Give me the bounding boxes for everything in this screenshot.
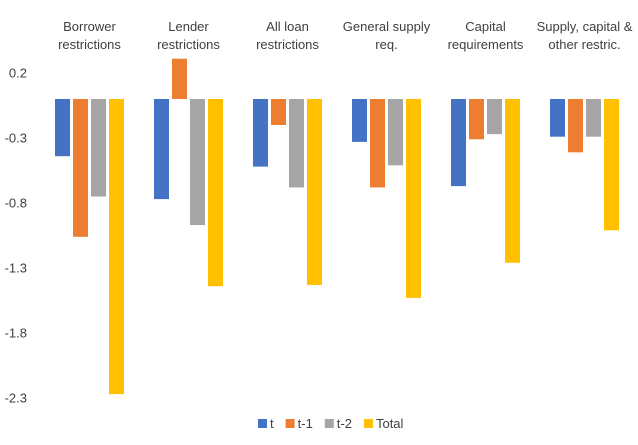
category-label: All loan restrictions xyxy=(256,19,319,52)
legend-swatch xyxy=(258,419,267,428)
bar-total xyxy=(406,99,421,298)
category-label-line: requirements xyxy=(448,37,524,52)
legend-swatch xyxy=(363,419,373,428)
bar-total xyxy=(505,99,520,263)
bar-t-2 xyxy=(190,99,205,226)
category-label-line: restrictions xyxy=(58,37,121,52)
y-tick-label: -0.3 xyxy=(5,131,27,146)
bars xyxy=(55,58,619,395)
bar-t xyxy=(352,99,367,142)
bar-t-2 xyxy=(388,99,403,166)
category-label: Supply, capital & other restric. xyxy=(537,19,633,52)
bar-t xyxy=(154,99,169,200)
bar-t xyxy=(550,99,565,137)
y-tick-label: -2.3 xyxy=(5,391,27,406)
bar-t-2 xyxy=(586,99,601,137)
category-label-line: Lender xyxy=(168,19,209,34)
bar-t xyxy=(451,99,466,187)
category-label-line: restrictions xyxy=(157,37,220,52)
category-label: General supply req. xyxy=(343,19,431,52)
legend-label: t-2 xyxy=(337,416,352,431)
bar-t xyxy=(55,99,70,157)
bar-total xyxy=(208,99,223,287)
category-label-line: All loan xyxy=(266,19,309,34)
bar-total xyxy=(307,99,322,285)
legend-label: t xyxy=(270,416,274,431)
category-label: Lender restrictions xyxy=(157,19,220,52)
bar-t-1 xyxy=(73,99,88,237)
category-label: Borrower restrictions xyxy=(58,19,121,52)
bar-t-1 xyxy=(271,99,286,125)
bar-t-1 xyxy=(568,99,583,153)
bar-t-2 xyxy=(487,99,502,135)
category-label-line: restrictions xyxy=(256,37,319,52)
category-label: Capital requirements xyxy=(448,19,524,52)
legend-swatch xyxy=(285,419,295,428)
legend-label: Total xyxy=(376,416,404,431)
legend-label: t-1 xyxy=(298,416,313,431)
category-label-line: Capital xyxy=(465,19,506,34)
bar-t-2 xyxy=(289,99,304,188)
y-axis-tick-labels: 0.2 -0.3 -0.8 -1.3 -1.8 -2.3 xyxy=(5,66,27,406)
bar-total xyxy=(109,99,124,395)
bar-t xyxy=(253,99,268,167)
category-label-line: General supply xyxy=(343,19,431,34)
category-label-line: Borrower xyxy=(63,19,116,34)
category-label-line: req. xyxy=(375,37,397,52)
bar-t-1 xyxy=(370,99,385,188)
y-tick-label: -0.8 xyxy=(5,196,27,211)
category-label-line: other restric. xyxy=(548,37,620,52)
bar-t-1 xyxy=(172,58,187,99)
bar-t-1 xyxy=(469,99,484,140)
bar-total xyxy=(604,99,619,231)
bar-t-2 xyxy=(91,99,106,197)
y-tick-label: -1.8 xyxy=(5,326,27,341)
y-tick-label: -1.3 xyxy=(5,261,27,276)
legend-swatch xyxy=(324,419,334,428)
category-label-line: Supply, capital & xyxy=(537,19,633,34)
legend: t t-1 t-2 Total xyxy=(258,416,404,431)
y-tick-label: 0.2 xyxy=(9,66,27,81)
